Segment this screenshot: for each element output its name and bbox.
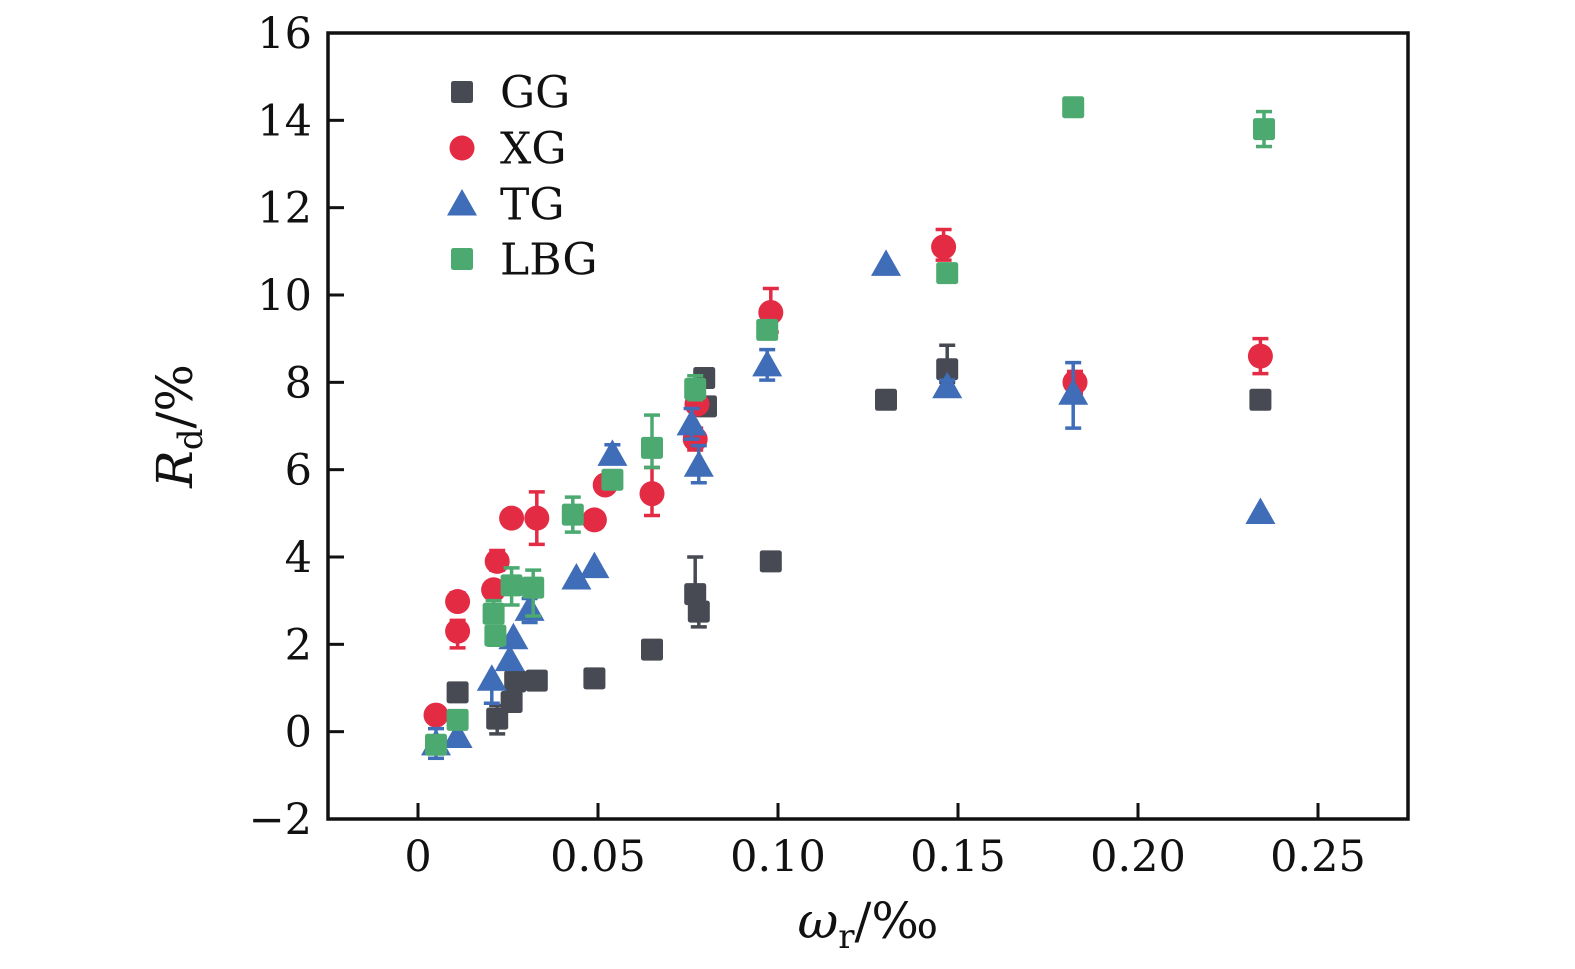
data-point-xg: [445, 589, 471, 615]
legend-label-gg: GG: [500, 67, 570, 118]
data-point-tg: [871, 249, 901, 276]
data-point-tg: [1245, 497, 1276, 524]
y-tick-label: 4: [285, 533, 312, 583]
data-point-xg: [758, 299, 784, 325]
data-point-xg: [524, 505, 550, 531]
data-point-gg: [759, 550, 782, 573]
legend-label-xg: XG: [500, 123, 566, 174]
y-tick-label: 8: [285, 358, 312, 408]
data-point-gg: [583, 667, 606, 690]
data-point-xg: [445, 618, 471, 644]
data-point-lbg: [425, 733, 447, 756]
y-tick-label: 6: [285, 446, 312, 496]
x-tick-label: 0.05: [550, 832, 646, 882]
legend-label-lbg: LBG: [500, 234, 598, 285]
y-tick-label: −2: [249, 795, 312, 845]
data-point-lbg: [641, 436, 663, 459]
legend-marker-xg: [449, 135, 475, 161]
x-tick-label: 0.10: [730, 832, 826, 882]
data-point-tg: [494, 644, 525, 672]
y-tick-label: 0: [285, 708, 312, 758]
data-point-tg: [683, 450, 714, 477]
x-tick-label: 0.20: [1090, 832, 1186, 882]
data-point-lbg: [446, 708, 469, 731]
data-point-gg: [936, 358, 959, 381]
data-point-lbg: [500, 574, 523, 597]
data-point-tg: [752, 349, 783, 377]
data-point-gg: [486, 707, 509, 730]
legend-marker-lbg: [451, 248, 473, 270]
y-tick-label: 2: [285, 620, 312, 670]
data-point-tg: [476, 664, 507, 691]
data-point-gg: [687, 600, 710, 623]
data-point-lbg: [684, 377, 707, 400]
data-point-tg: [1058, 378, 1089, 405]
data-point-xg: [1247, 343, 1273, 369]
data-point-gg: [875, 388, 897, 411]
data-point-xg: [639, 481, 665, 507]
legend-marker-gg: [451, 81, 473, 103]
legend-item-xg: XG: [500, 123, 566, 174]
data-point-xg: [423, 702, 449, 728]
data-point-xg: [499, 505, 525, 531]
data-point-lbg: [1253, 118, 1275, 141]
x-tick-label: 0.25: [1270, 832, 1366, 882]
y-tick-label: 10: [257, 271, 312, 321]
legend-marker-tg: [447, 189, 477, 216]
y-tick-label: 16: [257, 9, 312, 59]
data-point-lbg: [561, 503, 584, 526]
data-point-tg: [561, 562, 592, 590]
data-point-gg: [1249, 388, 1272, 411]
legend-item-gg: GG: [500, 67, 570, 118]
data-point-tg: [932, 371, 963, 399]
data-point-lbg: [1062, 96, 1085, 119]
x-tick-label: 0: [404, 832, 431, 882]
data-point-lbg: [936, 262, 959, 285]
data-point-lbg: [756, 318, 779, 341]
data-point-xg: [481, 577, 507, 603]
data-point-gg: [525, 669, 548, 692]
data-point-gg: [504, 670, 527, 693]
data-point-lbg: [482, 602, 505, 625]
data-point-tg: [676, 408, 707, 436]
data-point-xg: [931, 234, 957, 260]
data-point-gg: [684, 583, 707, 606]
data-point-xg: [484, 548, 510, 574]
legend-item-tg: TG: [500, 179, 565, 230]
y-tick-label: 12: [257, 184, 312, 234]
data-point-gg: [446, 681, 469, 704]
y-axis-label: Rd/%: [146, 364, 211, 489]
data-point-tg: [579, 551, 610, 579]
data-point-lbg: [601, 468, 624, 491]
data-point-tg: [597, 439, 628, 466]
data-point-xg: [581, 507, 607, 533]
data-point-gg: [500, 690, 523, 713]
legend-item-lbg: LBG: [500, 234, 598, 285]
x-axis-label: ωr/‰: [798, 892, 939, 957]
legend-label-tg: TG: [500, 179, 565, 230]
plot-border: [326, 31, 1410, 821]
data-point-tg: [442, 721, 473, 748]
data-point-lbg: [484, 624, 507, 647]
data-point-lbg: [522, 576, 545, 599]
data-point-gg: [641, 638, 663, 661]
x-tick-label: 0.15: [910, 832, 1006, 882]
y-tick-label: 14: [257, 96, 312, 146]
